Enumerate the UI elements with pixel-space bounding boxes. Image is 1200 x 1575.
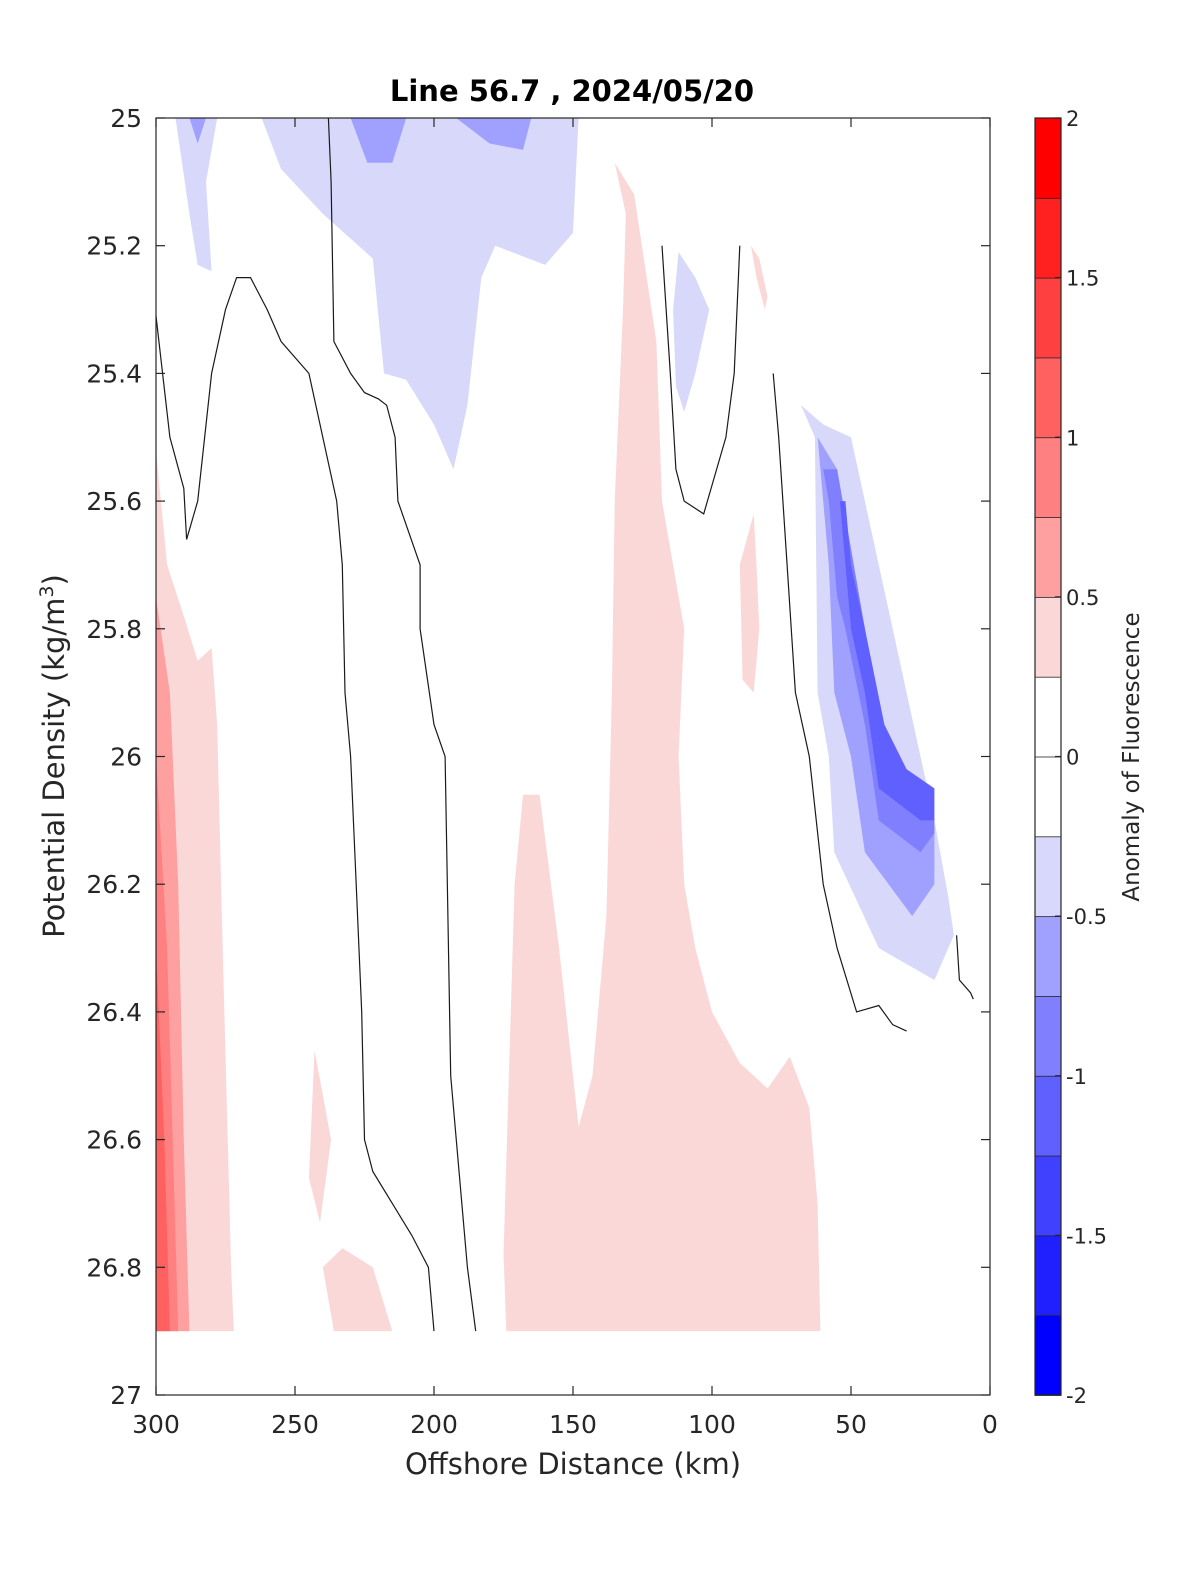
chart-title: Line 56.7 , 2024/05/20 (390, 74, 754, 108)
y-tick-label: 26 (110, 743, 142, 772)
contour-line-1 (155, 277, 435, 1332)
colorbar-swatch-13 (1034, 357, 1062, 439)
colorbar-tick-label: 0.5 (1066, 586, 1099, 610)
plot-area: 300 250 200 150 100 50 0 25 25.2 25.4 25.6 25.8 26 26… (86, 104, 998, 1439)
colorbar-tick-label: -1 (1066, 1065, 1087, 1089)
colorbar-tick-label: -1.5 (1066, 1224, 1107, 1248)
colorbar-swatch-11 (1034, 516, 1062, 598)
x-tick-label: 250 (271, 1410, 319, 1439)
x-tick-label: 100 (688, 1410, 736, 1439)
colorbar-swatch-2 (1034, 1234, 1062, 1317)
x-tick-label: 0 (982, 1410, 998, 1439)
contour-region-15 (322, 1248, 393, 1332)
colorbar-swatch-3 (1034, 1155, 1062, 1237)
colorbar-ticks: -2 -1.5 -1 -0.5 0 0.5 1 1.5 2 (1055, 107, 1107, 1408)
colorbar-swatch-16 (1034, 117, 1062, 199)
y-tick-label: 25.6 (86, 487, 142, 516)
x-tick-label: 300 (132, 1410, 180, 1439)
contour-fill-layer (156, 118, 954, 1332)
contour-line-5 (956, 935, 974, 1000)
colorbar-swatch-8 (1034, 756, 1062, 838)
y-axis-label: Potential Density (kg/m3) (36, 574, 71, 938)
colorbar: -2 -1.5 -1 -0.5 0 0.5 1 1.5 2 Anomaly of Fluores… (1034, 107, 1145, 1408)
x-axis-label: Offshore Distance (km) (405, 1447, 741, 1481)
contour-region-9 (739, 513, 760, 693)
colorbar-swatch-5 (1034, 995, 1062, 1077)
x-tick-label: 150 (549, 1410, 597, 1439)
colorbar-swatch-14 (1034, 277, 1062, 359)
colorbar-swatch-12 (1034, 436, 1062, 518)
colorbar-swatch-10 (1034, 596, 1062, 678)
colorbar-label: Anomaly of Fluorescence (1119, 612, 1145, 901)
colorbar-tick-label: 0 (1066, 746, 1079, 770)
y-tick-label: 26.6 (86, 1126, 142, 1155)
y-tick-label: 25 (110, 104, 142, 133)
contour-region-5 (456, 118, 532, 150)
contour-region-7 (503, 162, 821, 1332)
contour-region-4 (350, 118, 407, 163)
y-tick-label: 25.8 (86, 615, 142, 644)
colorbar-swatch-7 (1034, 835, 1062, 918)
colorbar-swatches (1034, 117, 1062, 1396)
colorbar-swatch-15 (1034, 197, 1062, 279)
contour-region-6 (673, 252, 710, 412)
y-tick-label: 26.8 (86, 1253, 142, 1282)
colorbar-tick-label: 2 (1066, 107, 1079, 131)
contour-region-2 (189, 118, 206, 144)
x-tick-label: 50 (835, 1410, 867, 1439)
colorbar-tick-label: -2 (1066, 1384, 1087, 1408)
colorbar-swatch-4 (1034, 1075, 1062, 1157)
y-axis-label-close: ) (37, 574, 71, 585)
colorbar-swatch-6 (1034, 915, 1062, 997)
x-tick-label: 200 (410, 1410, 458, 1439)
contour-region-1 (175, 118, 218, 272)
y-axis-label-main: Potential Density (kg/m (37, 598, 71, 938)
contour-line-2 (327, 117, 477, 1332)
colorbar-tick-label: -0.5 (1066, 905, 1107, 929)
colorbar-swatch-9 (1034, 676, 1062, 758)
contour-line-3 (661, 245, 741, 515)
contour-region-8 (750, 245, 768, 310)
y-tick-label: 26.2 (86, 870, 142, 899)
colorbar-swatch-1 (1034, 1314, 1062, 1396)
contour-line-4 (772, 373, 907, 1032)
colorbar-tick-label: 1.5 (1066, 267, 1099, 291)
contour-line-layer (155, 117, 974, 1332)
y-tick-label: 26.4 (86, 998, 142, 1027)
y-tick-label: 27 (110, 1381, 142, 1410)
colorbar-tick-label: 1 (1066, 426, 1079, 450)
contour-region-19 (828, 501, 935, 821)
contour-region-3 (261, 118, 579, 470)
axis-ticks: 300 250 200 150 100 50 0 25 25.2 25.4 25.6 25.8 26 26… (86, 104, 998, 1439)
y-tick-label: 25.4 (86, 359, 142, 388)
y-axis-label-superscript: 3 (36, 585, 58, 597)
y-tick-label: 25.2 (86, 232, 142, 261)
contour-region-14 (308, 1050, 332, 1223)
